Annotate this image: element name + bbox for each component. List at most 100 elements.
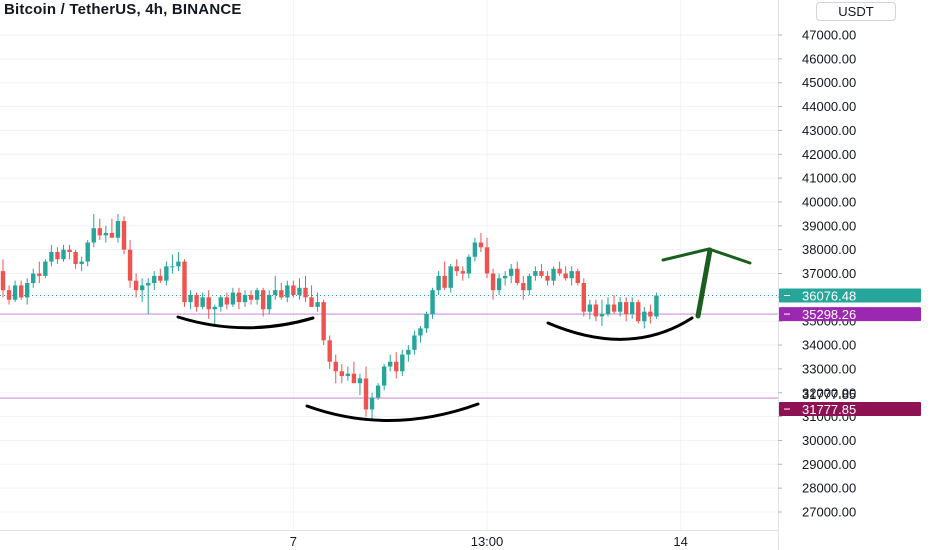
candle-body bbox=[605, 304, 611, 315]
candle-body bbox=[176, 261, 181, 267]
candle bbox=[309, 285, 314, 307]
annotation-drawings bbox=[176, 247, 752, 422]
candle bbox=[273, 275, 278, 300]
candle bbox=[533, 266, 538, 281]
candle bbox=[37, 261, 42, 284]
candle bbox=[460, 266, 465, 281]
candle-body bbox=[369, 397, 375, 410]
price-tick-label: 34000.00 bbox=[802, 338, 856, 353]
candle-body bbox=[424, 314, 429, 329]
candle-body bbox=[563, 273, 568, 279]
currency-selector-button[interactable]: USDT bbox=[816, 2, 896, 21]
price-tick-label: 47000.00 bbox=[802, 28, 856, 43]
candle bbox=[127, 240, 133, 288]
candle bbox=[200, 292, 205, 310]
candle bbox=[242, 290, 248, 307]
candle-body bbox=[115, 221, 121, 238]
candle-body bbox=[146, 283, 151, 286]
candle-body bbox=[363, 378, 369, 410]
candle bbox=[375, 383, 381, 400]
candle bbox=[563, 266, 568, 281]
candle-body bbox=[527, 275, 532, 291]
candle-body bbox=[436, 275, 441, 291]
candle bbox=[642, 306, 647, 329]
price-tick-label: 29000.00 bbox=[802, 457, 856, 472]
candle bbox=[339, 364, 344, 384]
price-tick-label: 28000.00 bbox=[802, 481, 856, 496]
price-tick-label: 39000.00 bbox=[802, 218, 856, 233]
candle bbox=[248, 290, 254, 305]
candle bbox=[12, 280, 18, 303]
candle bbox=[406, 345, 411, 362]
candle-body bbox=[617, 302, 623, 312]
candle bbox=[454, 259, 459, 276]
candle-body bbox=[139, 285, 145, 291]
candle-body bbox=[315, 302, 320, 307]
horizontal-levels bbox=[0, 295, 778, 399]
candle-body bbox=[218, 297, 223, 307]
candle-body bbox=[25, 283, 30, 298]
candle bbox=[509, 263, 514, 284]
candle bbox=[496, 273, 502, 295]
candle bbox=[490, 268, 496, 300]
candle bbox=[0, 259, 6, 298]
candle-body bbox=[109, 232, 115, 238]
candle-body bbox=[375, 385, 381, 398]
candle-body bbox=[12, 285, 18, 300]
time-tick-label: 7 bbox=[290, 534, 297, 549]
price-tick-label: 46000.00 bbox=[802, 51, 856, 66]
candle bbox=[599, 299, 605, 326]
candle bbox=[321, 299, 326, 346]
chart-grid bbox=[0, 0, 779, 550]
candle-body bbox=[472, 242, 478, 257]
candle-body bbox=[466, 256, 472, 274]
candle-body bbox=[545, 275, 550, 281]
candle-body bbox=[490, 273, 496, 291]
candle bbox=[448, 263, 453, 293]
candle bbox=[103, 225, 109, 243]
candle bbox=[442, 261, 447, 291]
candle-body bbox=[164, 266, 169, 281]
candle-body bbox=[599, 314, 605, 317]
candle-body bbox=[279, 290, 284, 298]
candle-body bbox=[309, 297, 314, 307]
candle-body bbox=[230, 292, 236, 305]
time-tick-label: 13:00 bbox=[471, 534, 504, 549]
candle bbox=[97, 218, 102, 241]
candle bbox=[611, 294, 617, 315]
candle bbox=[49, 244, 54, 267]
candle-body bbox=[121, 221, 127, 250]
candle bbox=[230, 287, 236, 307]
price-tick-label: 30000.00 bbox=[802, 433, 856, 448]
time-axis[interactable]: 7 13:00 14 bbox=[290, 534, 688, 549]
candle-body bbox=[339, 371, 344, 377]
level-tag-1: 35298.26 bbox=[779, 307, 921, 322]
candle bbox=[515, 261, 520, 286]
candle bbox=[630, 297, 635, 319]
candle bbox=[502, 271, 508, 286]
candle-body bbox=[515, 268, 520, 284]
candle bbox=[436, 271, 441, 295]
candle bbox=[291, 280, 296, 298]
candle bbox=[73, 249, 78, 269]
breakout-arrow-shaft bbox=[695, 247, 713, 319]
candle bbox=[636, 299, 641, 324]
candle bbox=[315, 292, 320, 312]
price-axis[interactable]: 27000.0028000.0029000.0030000.0031000.00… bbox=[778, 0, 932, 550]
candle bbox=[6, 285, 12, 305]
level-tag-1-bg bbox=[779, 307, 921, 322]
price-tick-label: 42000.00 bbox=[802, 147, 856, 162]
candle-body bbox=[648, 311, 653, 317]
candle bbox=[388, 354, 393, 372]
candle bbox=[146, 278, 151, 315]
candle-body bbox=[267, 294, 272, 310]
candle bbox=[109, 218, 115, 238]
candle bbox=[25, 278, 30, 305]
candle-body bbox=[569, 271, 574, 279]
candle-body bbox=[496, 278, 502, 291]
candle-body bbox=[97, 228, 102, 236]
candle bbox=[91, 213, 96, 248]
candle-body bbox=[388, 361, 393, 367]
candle-body bbox=[103, 232, 109, 236]
